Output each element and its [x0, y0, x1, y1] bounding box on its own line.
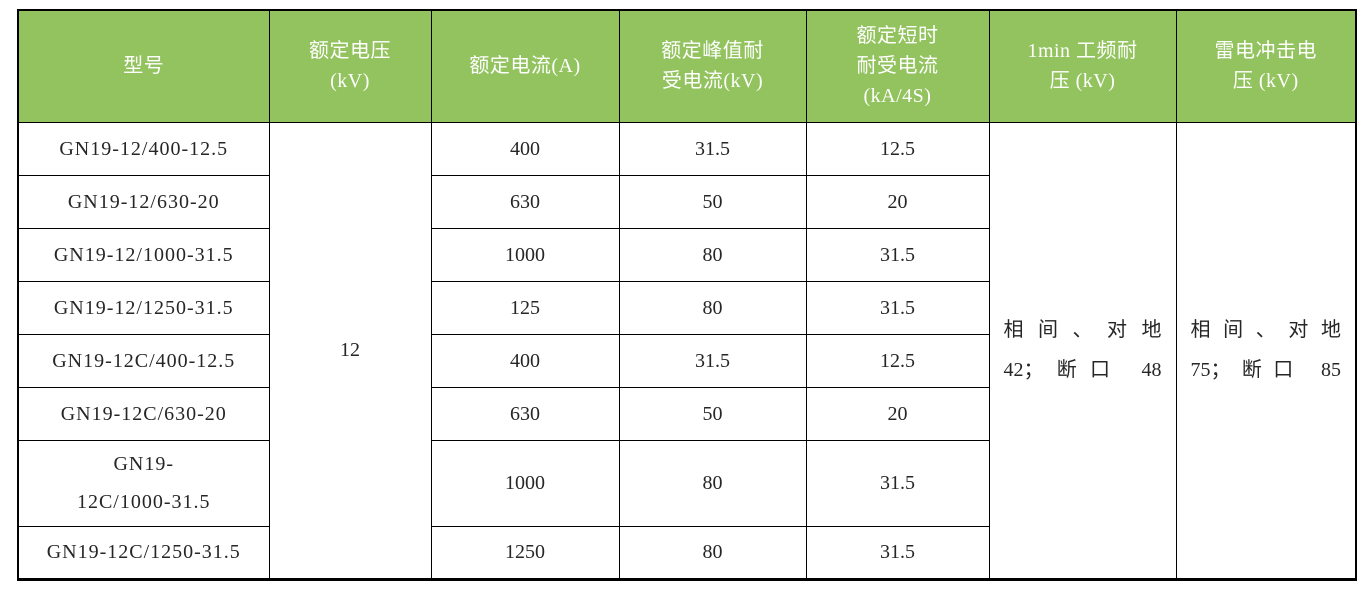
table-row: GN19-12/1000-31.5 1000 80 31.5 — [17, 227, 1356, 282]
model-cell: GN19-12/400-12.5 — [17, 121, 270, 176]
model-cell: GN19-12/1000-31.5 — [17, 227, 270, 282]
peak-current-cell: 50 — [618, 174, 807, 229]
peak-current-cell: 80 — [618, 280, 807, 335]
current-cell: 1000 — [430, 439, 620, 527]
current-cell: 400 — [430, 333, 620, 388]
column-header-power-frequency-withstand: 1min 工频耐 压 (kV) — [988, 9, 1177, 123]
model-cell: GN19-12/1250-31.5 — [17, 280, 270, 335]
short-time-current-cell: 20 — [805, 174, 990, 229]
model-cell: GN19-12C/1250-31.5 — [17, 525, 270, 580]
column-header-lightning-impulse: 雷电冲击电 压 (kV) — [1175, 9, 1357, 123]
spec-table: 型号 额定电压 (kV) 额定电流(A) 额定峰值耐 受电流(kV) 额定短时 … — [17, 9, 1357, 581]
table-row: GN19-12C/400-12.5 400 31.5 12.5 — [17, 333, 1356, 388]
current-cell: 1000 — [430, 227, 620, 282]
model-cell: GN19-12C/400-12.5 — [17, 333, 270, 388]
column-header-model: 型号 — [17, 9, 270, 123]
table-row: GN19-12/1250-31.5 125 80 31.5 — [17, 280, 1356, 335]
table-row: GN19-12C/1250-31.5 1250 80 31.5 — [17, 525, 1356, 580]
table-row: GN19- 12C/1000-31.5 1000 80 31.5 — [17, 439, 1356, 527]
column-header-rated-voltage: 额定电压 (kV) — [268, 9, 432, 123]
header-row: 型号 额定电压 (kV) 额定电流(A) 额定峰值耐 受电流(kV) 额定短时 … — [17, 9, 1357, 123]
rated-voltage-cell: 12 — [268, 121, 432, 580]
power-frequency-withstand-cell: 相间、对地 42；断口 48 — [988, 121, 1177, 580]
short-time-current-cell: 31.5 — [805, 525, 990, 580]
table-header: 型号 额定电压 (kV) 额定电流(A) 额定峰值耐 受电流(kV) 额定短时 … — [17, 9, 1357, 123]
spec-table-container: 型号 额定电压 (kV) 额定电流(A) 额定峰值耐 受电流(kV) 额定短时 … — [17, 9, 1357, 581]
short-time-current-cell: 12.5 — [805, 333, 990, 388]
table-body: GN19-12/400-12.5 12 400 31.5 12.5 相间、对地 … — [17, 121, 1357, 580]
model-cell: GN19- 12C/1000-31.5 — [17, 439, 270, 527]
model-cell: GN19-12/630-20 — [17, 174, 270, 229]
peak-current-cell: 31.5 — [618, 121, 807, 176]
lightning-impulse-cell: 相间、对地 75；断口 85 — [1175, 121, 1357, 580]
table-row: GN19-12C/630-20 630 50 20 — [17, 386, 1356, 441]
peak-current-cell: 80 — [618, 439, 807, 527]
column-header-peak-withstand-current: 额定峰值耐 受电流(kV) — [618, 9, 807, 123]
current-cell: 400 — [430, 121, 620, 176]
table-row: GN19-12/630-20 630 50 20 — [17, 174, 1356, 229]
short-time-current-cell: 31.5 — [805, 439, 990, 527]
current-cell: 1250 — [430, 525, 620, 580]
current-cell: 125 — [430, 280, 620, 335]
column-header-short-time-withstand-current: 额定短时 耐受电流 (kA/4S) — [805, 9, 990, 123]
peak-current-cell: 80 — [618, 525, 807, 580]
table-row: GN19-12/400-12.5 12 400 31.5 12.5 相间、对地 … — [17, 121, 1357, 580]
peak-current-cell: 31.5 — [618, 333, 807, 388]
column-header-rated-current: 额定电流(A) — [430, 9, 620, 123]
model-cell: GN19-12C/630-20 — [17, 386, 270, 441]
short-time-current-cell: 12.5 — [805, 121, 990, 176]
short-time-current-cell: 31.5 — [805, 227, 990, 282]
current-cell: 630 — [430, 174, 620, 229]
peak-current-cell: 80 — [618, 227, 807, 282]
short-time-current-cell: 31.5 — [805, 280, 990, 335]
short-time-current-cell: 20 — [805, 386, 990, 441]
peak-current-cell: 50 — [618, 386, 807, 441]
current-cell: 630 — [430, 386, 620, 441]
